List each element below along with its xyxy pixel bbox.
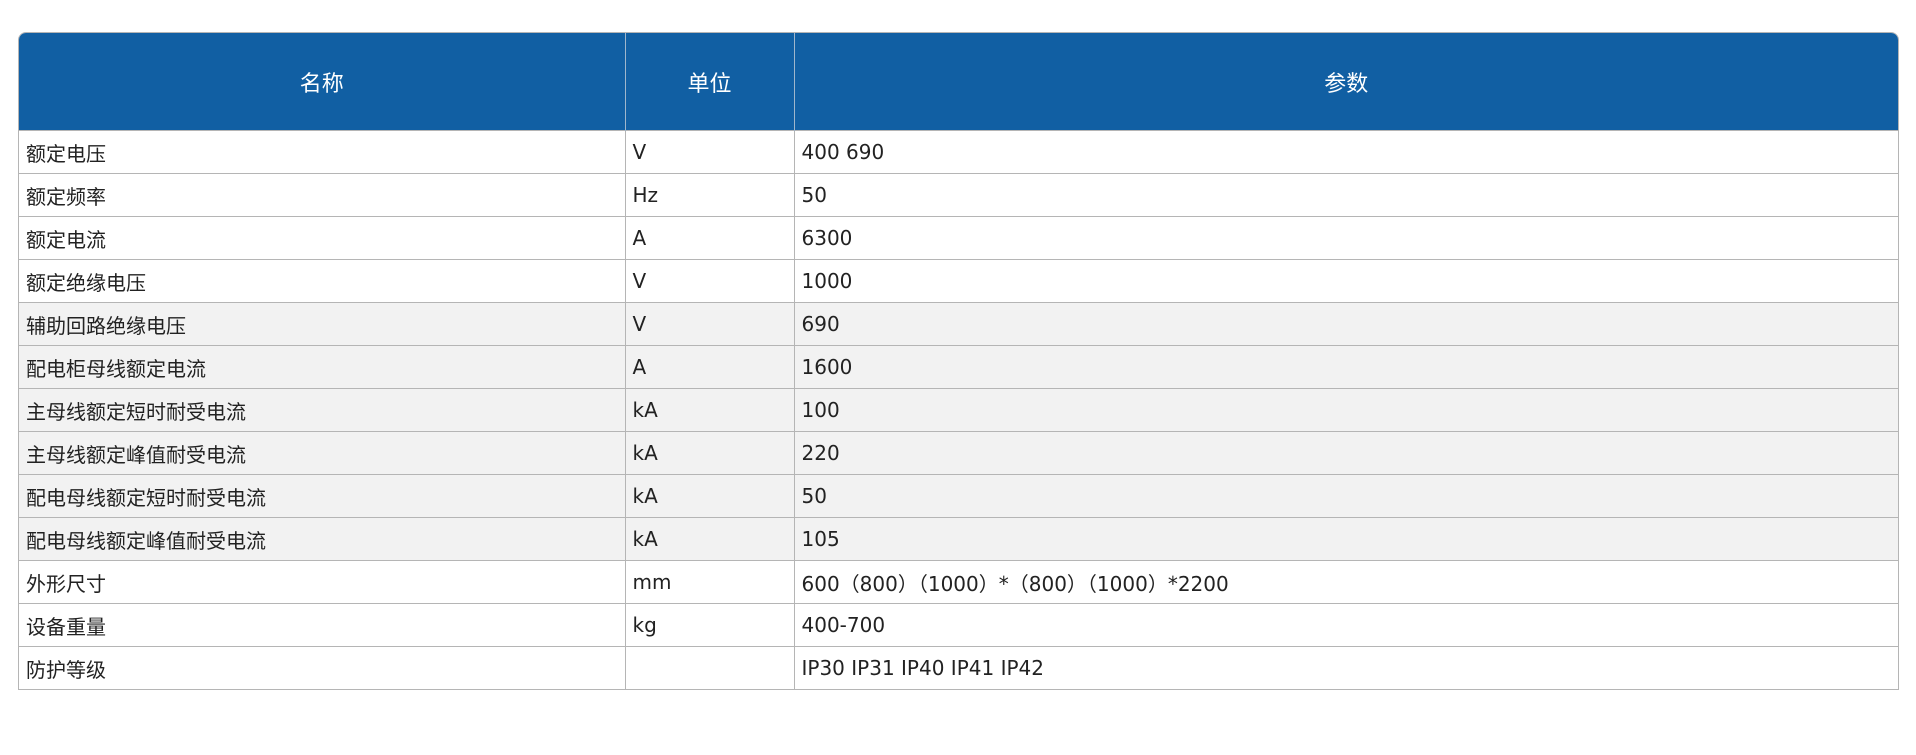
header-name: 名称	[19, 33, 625, 131]
cell-name: 额定频率	[19, 173, 625, 217]
cell-unit: Hz	[624, 173, 794, 217]
cell-value: 400 690	[793, 130, 1898, 174]
table-row: 配电母线额定峰值耐受电流 kA 105	[19, 517, 1898, 561]
cell-unit: mm	[624, 560, 794, 604]
cell-name: 防护等级	[19, 646, 625, 689]
spec-table-container: 名称 单位 参数 额定电压 V 400 690 额定频率 Hz 50 额定电流 A 6300 额定…	[18, 32, 1899, 690]
cell-value: 50	[793, 474, 1898, 518]
cell-name: 外形尺寸	[19, 560, 625, 604]
table-row: 配电柜母线额定电流 A 1600	[19, 345, 1898, 389]
cell-name: 主母线额定短时耐受电流	[19, 388, 625, 432]
cell-name: 额定电流	[19, 216, 625, 260]
spec-table: 名称 单位 参数 额定电压 V 400 690 额定频率 Hz 50 额定电流 A 6300 额定…	[19, 33, 1898, 689]
table-row: 设备重量 kg 400-700	[19, 603, 1898, 647]
cell-unit: kA	[624, 517, 794, 561]
table-row: 额定电流 A 6300	[19, 216, 1898, 260]
cell-value: 600（800）（1000）*（800）（1000）*2200	[793, 560, 1898, 604]
cell-unit: kg	[624, 603, 794, 647]
cell-unit: kA	[624, 388, 794, 432]
cell-value: 100	[793, 388, 1898, 432]
table-row: 额定频率 Hz 50	[19, 173, 1898, 217]
table-row: 额定电压 V 400 690	[19, 130, 1898, 174]
table-row: 额定绝缘电压 V 1000	[19, 259, 1898, 303]
cell-value: 400-700	[793, 603, 1898, 647]
cell-unit: kA	[624, 474, 794, 518]
cell-name: 配电母线额定峰值耐受电流	[19, 517, 625, 561]
cell-unit: V	[624, 130, 794, 174]
cell-unit: A	[624, 345, 794, 389]
table-row: 辅助回路绝缘电压 V 690	[19, 302, 1898, 346]
cell-value: 1000	[793, 259, 1898, 303]
cell-name: 设备重量	[19, 603, 625, 647]
cell-value: 50	[793, 173, 1898, 217]
cell-name: 辅助回路绝缘电压	[19, 302, 625, 346]
cell-unit: kA	[624, 431, 794, 475]
cell-name: 额定电压	[19, 130, 625, 174]
cell-value: 6300	[793, 216, 1898, 260]
cell-unit: V	[624, 259, 794, 303]
cell-name: 主母线额定峰值耐受电流	[19, 431, 625, 475]
cell-unit: A	[624, 216, 794, 260]
cell-unit: V	[624, 302, 794, 346]
header-value: 参数	[793, 33, 1898, 131]
cell-value: 1600	[793, 345, 1898, 389]
table-header-row: 名称 单位 参数	[19, 33, 1898, 131]
cell-unit	[624, 646, 794, 689]
table-row: 主母线额定峰值耐受电流 kA 220	[19, 431, 1898, 475]
cell-value: 105	[793, 517, 1898, 561]
cell-name: 额定绝缘电压	[19, 259, 625, 303]
cell-value: 690	[793, 302, 1898, 346]
cell-name: 配电柜母线额定电流	[19, 345, 625, 389]
table-row: 外形尺寸 mm 600（800）（1000）*（800）（1000）*2200	[19, 560, 1898, 604]
table-row: 配电母线额定短时耐受电流 kA 50	[19, 474, 1898, 518]
cell-name: 配电母线额定短时耐受电流	[19, 474, 625, 518]
table-row: 防护等级 IP30 IP31 IP40 IP41 IP42	[19, 646, 1898, 689]
header-unit: 单位	[624, 33, 794, 131]
cell-value: IP30 IP31 IP40 IP41 IP42	[793, 646, 1898, 689]
cell-value: 220	[793, 431, 1898, 475]
table-row: 主母线额定短时耐受电流 kA 100	[19, 388, 1898, 432]
